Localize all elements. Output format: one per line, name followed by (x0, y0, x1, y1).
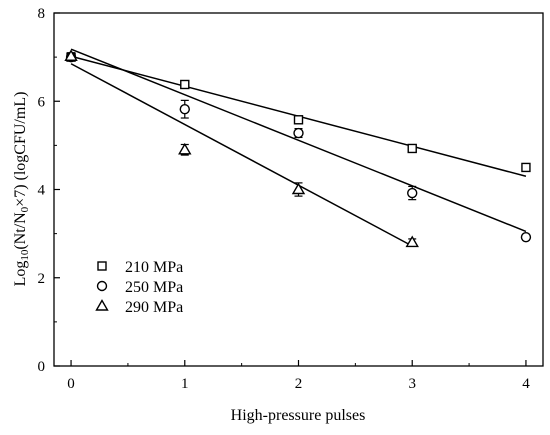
legend-label: 210 MPa (125, 259, 183, 276)
y-tick-label: 2 (38, 271, 46, 287)
y-axis-title-part: ×7) (logCFU/mL) (12, 92, 29, 207)
data-point-square (293, 115, 304, 125)
y-axis-title-part: Log (12, 261, 29, 287)
fit-line-circle (70, 48, 527, 233)
data-point-triangle (405, 235, 419, 248)
x-tick-label: 3 (408, 376, 416, 392)
x-tick-label: 2 (295, 376, 303, 392)
data-point-square (407, 143, 417, 154)
data-point-circle (179, 103, 190, 115)
legend-marker-circle (96, 280, 108, 292)
axis-ticks: 0 1 2 3 4 0 2 4 6 8 (38, 6, 531, 392)
y-tick-label: 4 (38, 183, 46, 199)
y-axis-title: Log10(Nt/N0×7) (logCFU/mL) (12, 92, 31, 287)
legend: 210 MPa 250 MPa 290 MPa (95, 259, 183, 316)
data-points (64, 49, 532, 248)
data-point-triangle (178, 142, 192, 155)
data-point-circle (520, 231, 532, 243)
legend-label: 290 MPa (125, 299, 183, 316)
x-tick-label: 0 (67, 376, 75, 392)
y-tick-label: 8 (38, 6, 46, 22)
x-axis-title: High-pressure pulses (231, 407, 366, 424)
y-axis-title-part: (Nt/N (12, 212, 29, 250)
fit-lines (70, 48, 527, 247)
legend-label: 250 MPa (125, 279, 183, 296)
data-point-triangle (64, 49, 78, 61)
data-point-triangle (291, 182, 306, 195)
y-tick-label: 6 (38, 94, 46, 110)
fit-line-triangle (70, 63, 413, 247)
y-axis-title-subscript: 10 (19, 249, 31, 261)
data-point-square (180, 79, 190, 90)
y-axis-title-subscript: 0 (19, 206, 31, 212)
data-point-circle (407, 187, 418, 199)
legend-marker-triangle (95, 299, 109, 311)
data-point-square (521, 162, 531, 173)
y-tick-label: 0 (38, 359, 46, 375)
x-tick-label: 4 (522, 376, 530, 392)
legend-marker-square (97, 261, 107, 271)
x-tick-label: 1 (181, 376, 189, 392)
data-point-circle (293, 127, 304, 139)
